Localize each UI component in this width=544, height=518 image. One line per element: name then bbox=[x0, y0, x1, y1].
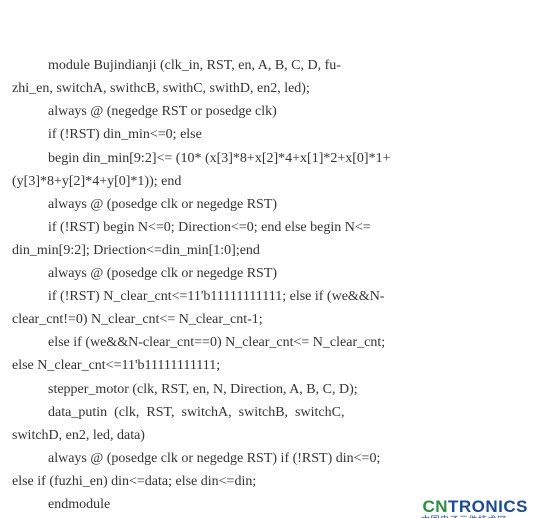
code-line: module Bujindianji (clk_in, RST, en, A, … bbox=[12, 54, 532, 77]
code-line: else if (fuzhi_en) din<=data; else din<=… bbox=[12, 470, 532, 493]
code-line: switchD, en2, led, data) bbox=[12, 424, 532, 447]
code-line: else N_clear_cnt<=11'b11111111111; bbox=[12, 354, 532, 377]
code-line: zhi_en, switchA, swithcB, swithC, swithD… bbox=[12, 77, 532, 100]
code-line: din_min[9:2]; Driection<=din_min[1:0];en… bbox=[12, 239, 532, 262]
code-line: always @ (posedge clk or negedge RST) bbox=[12, 262, 532, 285]
code-line: else if (we&&N-clear_cnt==0) N_clear_cnt… bbox=[12, 331, 532, 354]
logo-text-cn: CN bbox=[422, 498, 448, 515]
cntronics-logo: CNTRONICS 中国电子元件技术网.com bbox=[402, 498, 528, 518]
logo-globe-icon bbox=[402, 499, 418, 515]
code-line: always @ (posedge clk or negedge RST) bbox=[12, 193, 532, 216]
logo-text-tronics: TRONICS bbox=[448, 498, 528, 515]
code-line: stepper_motor (clk, RST, en, N, Directio… bbox=[12, 378, 532, 401]
code-line: clear_cnt!=0) N_clear_cnt<= N_clear_cnt-… bbox=[12, 308, 532, 331]
code-line: always @ (posedge clk or negedge RST) if… bbox=[12, 447, 532, 470]
code-line: begin din_min[9:2]<= (10* (x[3]*8+x[2]*4… bbox=[12, 147, 532, 170]
code-line: if (!RST) din_min<=0; else bbox=[12, 123, 532, 146]
code-line: data_putin (clk, RST, switchA, switchB, … bbox=[12, 401, 532, 424]
logo-main: CNTRONICS bbox=[402, 498, 528, 515]
code-line: always @ (negedge RST or posedge clk) bbox=[12, 100, 532, 123]
code-line: if (!RST) N_clear_cnt<=11'b11111111111; … bbox=[12, 285, 532, 308]
verilog-code-block: module Bujindianji (clk_in, RST, en, A, … bbox=[0, 0, 544, 518]
code-line: if (!RST) begin N<=0; Direction<=0; end … bbox=[12, 216, 532, 239]
code-line: (y[3]*8+y[2]*4+y[0]*1)); end bbox=[12, 170, 532, 193]
